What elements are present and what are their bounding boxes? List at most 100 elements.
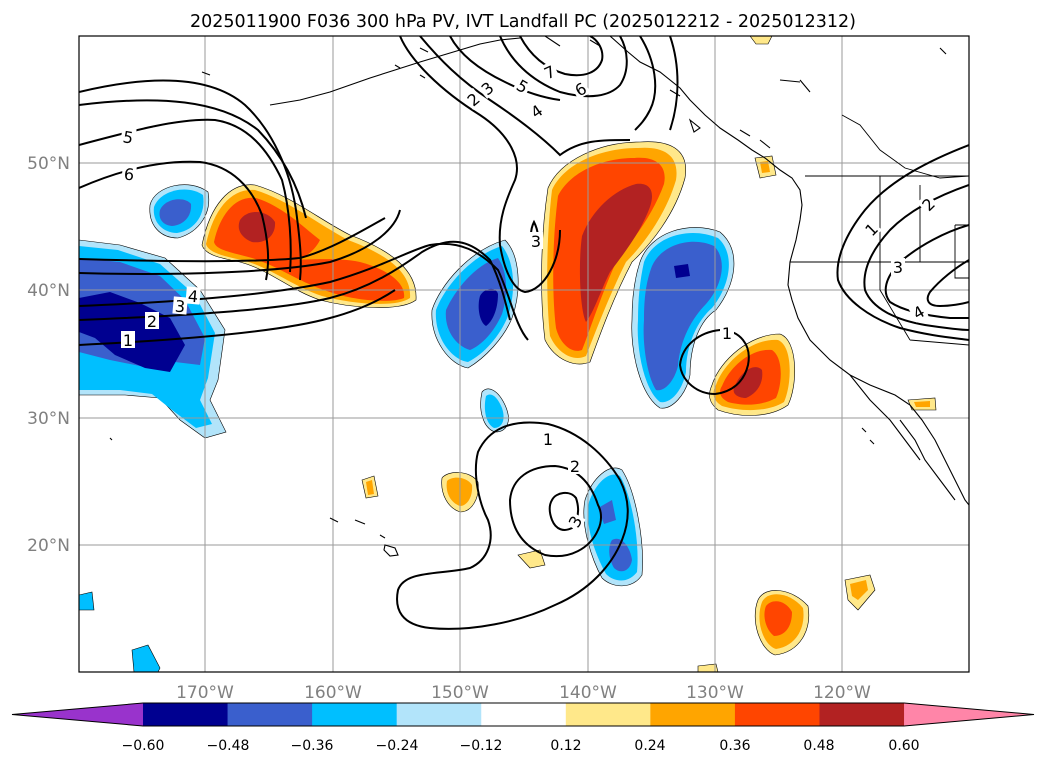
figure-title: 2025011900 F036 300 hPa PV, IVT Landfall… [190, 12, 856, 32]
islands [109, 47, 947, 557]
contour-label: 3 [531, 232, 541, 251]
contour-line [399, 36, 561, 294]
contour-label-knockout [720, 324, 734, 341]
contour-label: 4 [187, 287, 199, 307]
positive-anomaly-landfall-core [579, 183, 652, 322]
colorbar-tick-label: −0.60 [122, 738, 165, 754]
colorbar-tick-label: 0.24 [634, 738, 665, 754]
negative-anomaly-south [598, 500, 616, 524]
negative-anomaly-central [445, 258, 507, 350]
lat-label: 40°N [27, 281, 70, 301]
gulf-of-california [899, 419, 956, 501]
contour-label-knockout [891, 258, 905, 275]
colorbar-extend-high [904, 703, 1034, 726]
contour-line [79, 217, 386, 263]
baja-coastline [849, 374, 921, 461]
lon-label: 150°W [431, 683, 489, 703]
contour-label-knockout [185, 286, 201, 305]
contour-line [79, 209, 401, 275]
lon-label: 120°W [813, 683, 871, 703]
lon-label: 160°W [304, 683, 362, 703]
state-borders [790, 114, 969, 346]
contour-label: 2 [570, 457, 580, 476]
negative-anomaly-small [79, 591, 95, 611]
longitude-labels: 170°W 160°W 150°W 140°W 130°W 120°W [176, 683, 871, 703]
colorbar-tick-label: −0.12 [460, 738, 503, 754]
contour-label-knockout [541, 430, 555, 447]
contour-label-knockout [119, 126, 137, 147]
lon-label: 130°W [686, 683, 744, 703]
contour-label-knockout [145, 312, 159, 329]
contour-line [884, 224, 969, 319]
colorbar-tick-label: 0.60 [888, 738, 919, 754]
north-america-coastline [609, 36, 969, 506]
contour-line [79, 240, 511, 321]
negative-anomaly-south [609, 538, 632, 572]
colorbar-extend-low [12, 703, 143, 726]
contour-line [79, 242, 529, 341]
colorbar-segment [481, 703, 567, 726]
positive-anomaly-small [850, 580, 868, 600]
colorbar-segment [819, 703, 905, 726]
lat-label: 20°N [27, 536, 70, 556]
contour-line [419, 36, 631, 157]
contour-line [449, 36, 561, 101]
colorbar [11, 702, 1035, 727]
contour-line [508, 464, 602, 558]
contour-line [548, 492, 580, 531]
contour-label: 3 [174, 297, 186, 317]
contour-label: 1 [722, 324, 732, 343]
positive-anomaly-small [366, 480, 374, 495]
contour-label: 3 [893, 258, 903, 277]
lat-label: 30°N [27, 409, 70, 429]
negative-anomaly-small [131, 644, 161, 672]
colorbar-outline [11, 702, 1035, 727]
negative-anomaly-small [484, 394, 504, 428]
map-frame [78, 35, 970, 673]
positive-anomaly-small [697, 663, 719, 672]
contour-line [678, 328, 750, 396]
negative-anomaly-small [159, 199, 192, 226]
colorbar-segment [312, 703, 398, 726]
contour-line [79, 79, 302, 281]
contour-line [863, 184, 969, 331]
contour-label-knockout [859, 217, 882, 240]
colorbar-segment [734, 703, 820, 726]
contour-label-knockout [121, 164, 137, 183]
contour-label: 2 [147, 312, 157, 331]
contours [79, 36, 969, 630]
positive-anomaly-southeast-core [733, 367, 763, 398]
lon-label: 170°W [176, 683, 234, 703]
contour-line [926, 259, 969, 308]
contour-line [79, 289, 396, 346]
latitude-labels: 50°N 40°N 30°N 20°N [27, 154, 70, 556]
contour-label-knockout [525, 99, 547, 122]
negative-anomaly-east-core [674, 264, 690, 278]
positive-anomaly-small [446, 477, 473, 506]
colorbar-tick-label: −0.48 [207, 738, 250, 754]
colorbar-tick-label: 0.12 [550, 738, 581, 754]
colorbar-tick-label: −0.36 [291, 738, 334, 754]
negative-anomaly-central-core [478, 288, 498, 326]
colorbar-segment [143, 703, 229, 726]
positive-anomaly-small [760, 161, 770, 173]
contour-line [79, 118, 292, 273]
contour-line [634, 36, 679, 131]
contour-label: 1 [543, 430, 553, 449]
contour-label-knockout [539, 60, 560, 83]
colorbar-tick-label: −0.24 [376, 738, 419, 754]
positive-anomaly-small [914, 401, 930, 407]
colorbar-segment [565, 703, 651, 726]
contour-label-knockout [563, 510, 586, 532]
contour-label-knockout [172, 296, 188, 315]
contour-label-knockout [568, 457, 582, 474]
negative-anomaly-east [643, 241, 722, 391]
contour-line [79, 99, 307, 219]
contour-label: 6 [123, 165, 135, 185]
contour-label: 1 [123, 331, 133, 350]
lon-label: 140°W [559, 683, 617, 703]
contour-label-knockout [121, 331, 135, 348]
contour-label-knockout [462, 87, 484, 110]
contour-label-knockout [529, 232, 543, 249]
